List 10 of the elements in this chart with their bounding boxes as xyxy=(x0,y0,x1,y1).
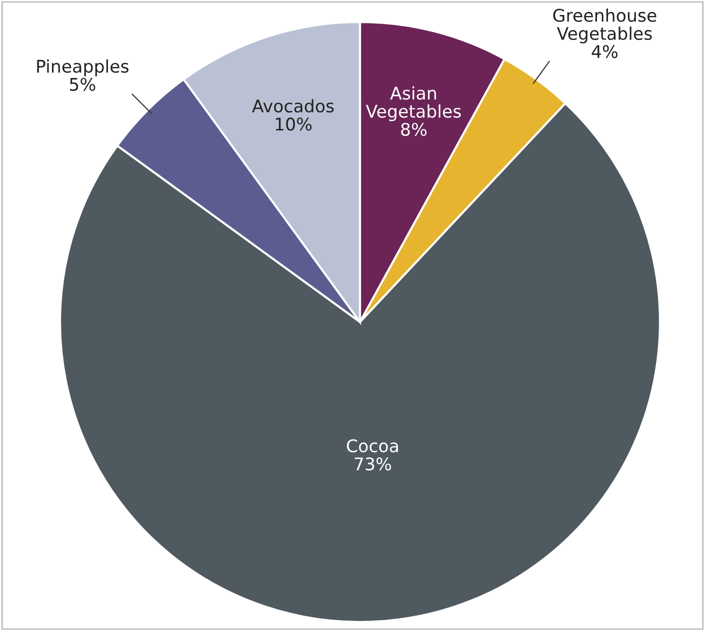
data-label: 73% xyxy=(354,457,392,470)
data-label: 5% xyxy=(70,78,96,91)
slice-label: Asian Vegetables xyxy=(366,86,461,122)
data-label: 10% xyxy=(276,118,312,131)
slice-label: Avocados xyxy=(252,99,334,113)
data-label: 8% xyxy=(401,122,427,136)
data-label: 4% xyxy=(592,45,618,58)
slice-label: Cocoa xyxy=(346,439,398,452)
slice-label: Pineapples xyxy=(37,59,128,76)
slice-label: Greenhouse Vegetables xyxy=(553,8,656,44)
